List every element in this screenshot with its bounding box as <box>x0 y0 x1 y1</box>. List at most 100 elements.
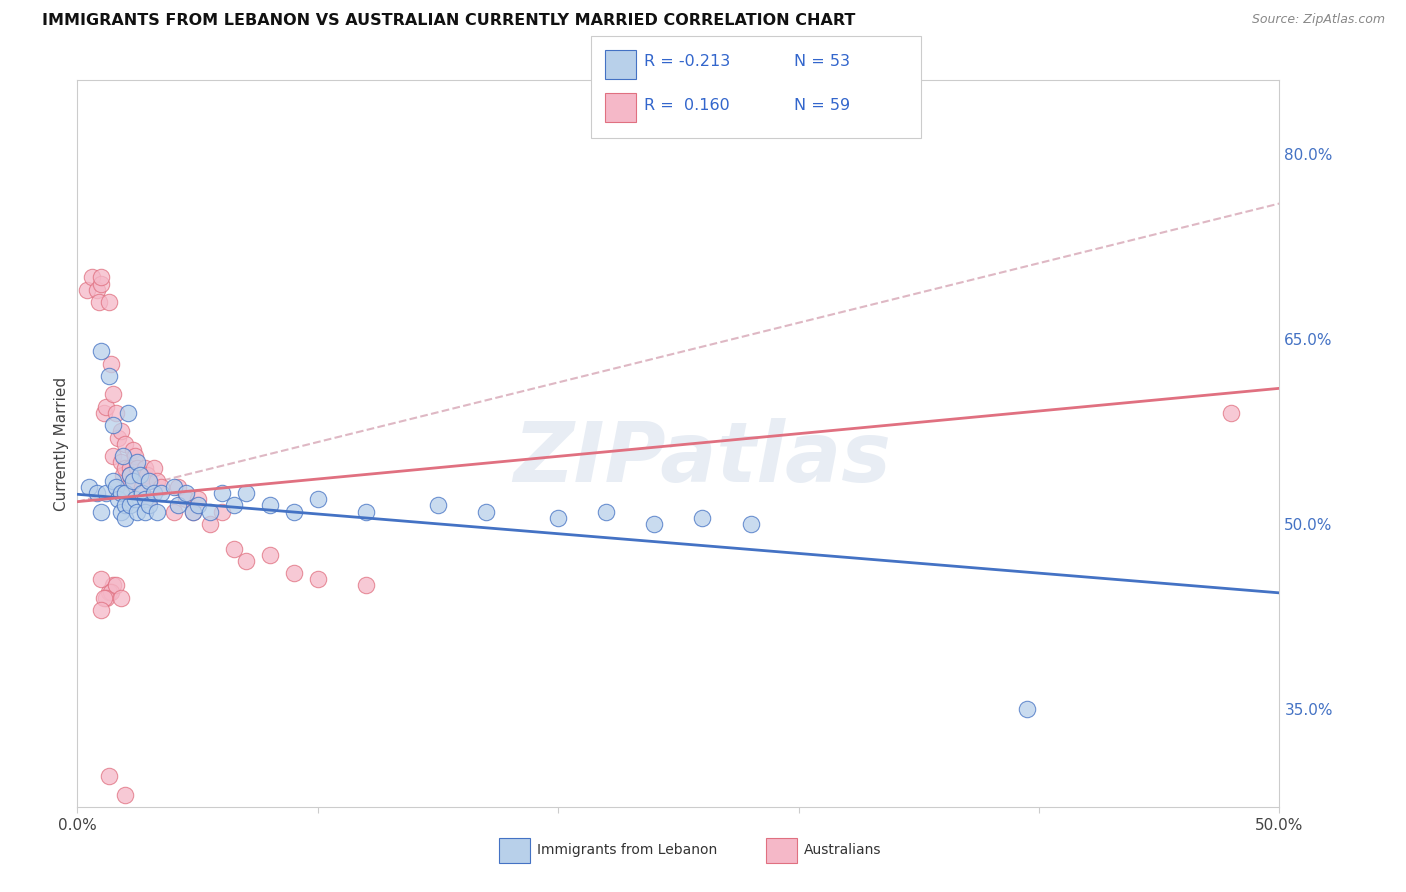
Text: IMMIGRANTS FROM LEBANON VS AUSTRALIAN CURRENTLY MARRIED CORRELATION CHART: IMMIGRANTS FROM LEBANON VS AUSTRALIAN CU… <box>42 13 856 29</box>
Point <box>103 449 125 463</box>
Point <box>740 516 762 531</box>
Point <box>120 461 142 475</box>
Point <box>104 406 127 420</box>
Point <box>643 516 665 531</box>
Point <box>79 480 101 494</box>
Point <box>145 474 167 488</box>
Point <box>110 504 132 518</box>
Point <box>143 486 166 500</box>
Text: N = 53: N = 53 <box>794 54 851 69</box>
Point <box>114 499 136 513</box>
Point <box>76 283 98 297</box>
Point <box>100 357 122 371</box>
Point <box>283 504 305 518</box>
Point <box>174 486 197 500</box>
Point <box>124 492 146 507</box>
Point <box>138 499 160 513</box>
Point <box>90 277 112 291</box>
Point <box>128 467 150 482</box>
Point <box>167 480 190 494</box>
Point <box>692 510 714 524</box>
Point <box>354 578 377 592</box>
Point <box>93 406 115 420</box>
Point <box>96 591 118 605</box>
Point <box>162 480 184 494</box>
Point <box>1015 701 1038 715</box>
Point <box>90 603 112 617</box>
Point <box>235 486 257 500</box>
Point <box>150 486 173 500</box>
Point <box>134 492 156 507</box>
Text: ZIPatlas: ZIPatlas <box>513 417 891 499</box>
Point <box>181 504 204 518</box>
Point <box>547 510 569 524</box>
Point <box>595 504 617 518</box>
Text: Immigrants from Lebanon: Immigrants from Lebanon <box>537 843 717 857</box>
Point <box>181 504 204 518</box>
Point <box>131 480 153 494</box>
Point <box>103 578 125 592</box>
Point <box>198 504 221 518</box>
Point <box>150 480 173 494</box>
Point <box>134 504 156 518</box>
Point <box>259 499 281 513</box>
Point <box>117 406 139 420</box>
Text: R = -0.213: R = -0.213 <box>644 54 730 69</box>
Point <box>97 295 120 310</box>
Point <box>90 504 112 518</box>
Point <box>134 461 156 475</box>
Point <box>111 467 134 482</box>
Point <box>97 369 120 384</box>
Point <box>111 449 134 463</box>
Point <box>187 499 209 513</box>
Point <box>127 504 149 518</box>
Text: N = 59: N = 59 <box>794 98 851 112</box>
Point <box>121 442 143 457</box>
Point <box>96 486 118 500</box>
Point <box>107 431 129 445</box>
Point <box>127 455 149 469</box>
Point <box>145 504 167 518</box>
Point <box>475 504 498 518</box>
Point <box>90 572 112 586</box>
Point <box>283 566 305 581</box>
Point <box>138 474 160 488</box>
Point <box>86 486 108 500</box>
Point <box>114 437 136 451</box>
Point <box>93 591 115 605</box>
Point <box>162 504 184 518</box>
Point <box>90 344 112 359</box>
Point <box>100 584 122 599</box>
Point <box>211 504 233 518</box>
Point <box>114 486 136 500</box>
Point <box>187 492 209 507</box>
Point <box>104 578 127 592</box>
Point <box>120 499 142 513</box>
Text: Australians: Australians <box>804 843 882 857</box>
Point <box>87 295 110 310</box>
Point <box>120 467 142 482</box>
Text: R =  0.160: R = 0.160 <box>644 98 730 112</box>
Point <box>121 474 143 488</box>
Point <box>103 474 125 488</box>
Point <box>124 449 146 463</box>
Point <box>354 504 377 518</box>
Point <box>138 474 160 488</box>
Point <box>96 400 118 414</box>
Point <box>174 492 197 507</box>
Point <box>235 554 257 568</box>
Point <box>97 584 120 599</box>
Point <box>110 591 132 605</box>
Point <box>167 499 190 513</box>
Point <box>211 486 233 500</box>
Point <box>80 270 103 285</box>
Point <box>143 461 166 475</box>
Point <box>110 455 132 469</box>
Point <box>222 541 245 556</box>
Point <box>307 492 329 507</box>
Y-axis label: Currently Married: Currently Married <box>53 376 69 511</box>
Point <box>103 418 125 433</box>
Point <box>103 387 125 401</box>
Point <box>114 461 136 475</box>
Point <box>110 425 132 439</box>
